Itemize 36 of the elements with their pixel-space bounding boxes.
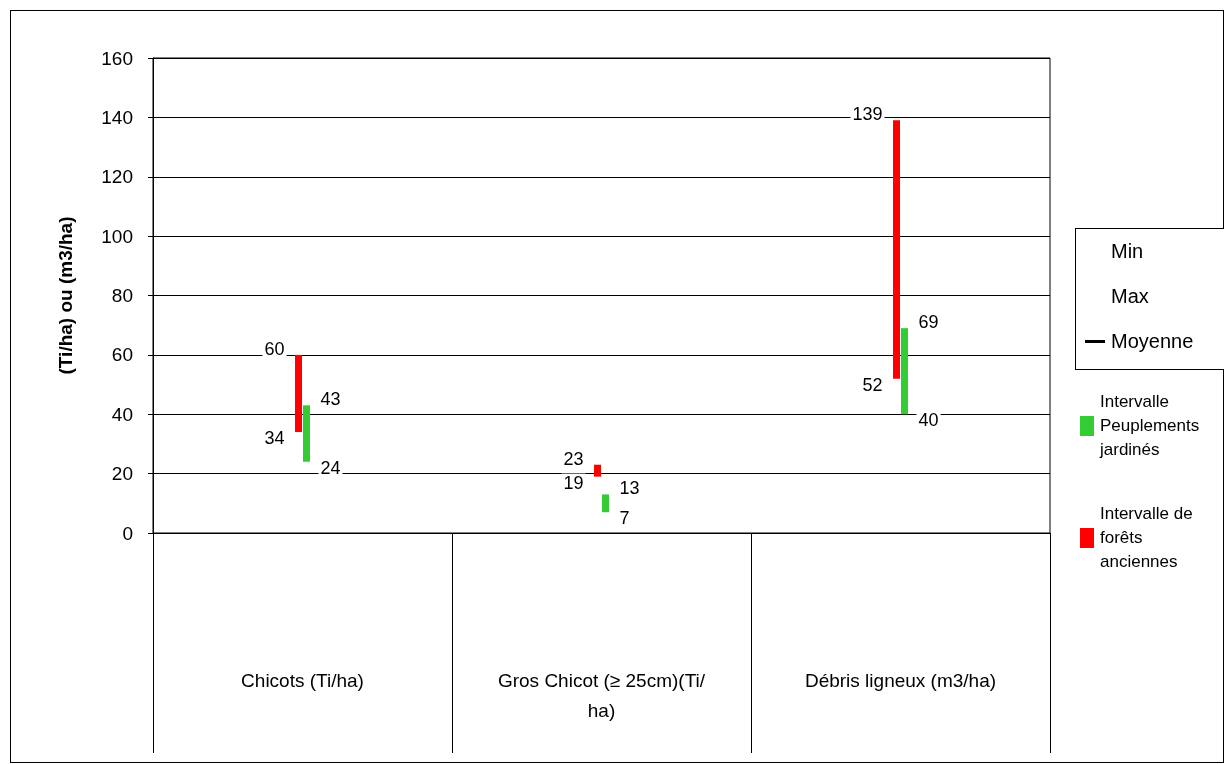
- annotation: 34: [264, 428, 285, 449]
- bar: [303, 405, 310, 462]
- bar: [295, 354, 302, 433]
- annotation: 7: [619, 508, 630, 529]
- annotation: 52: [862, 374, 883, 395]
- legend-label: Intervalle Peuplements jardinés: [1100, 391, 1201, 461]
- y-tick-label: 60: [111, 344, 133, 366]
- y-tick-label: 80: [111, 285, 133, 306]
- y-tick-label: 100: [101, 225, 133, 247]
- annotation: 13: [619, 478, 640, 499]
- bar: [594, 464, 601, 477]
- bar: [602, 494, 609, 513]
- y-tick-label: 160: [101, 47, 133, 69]
- y-axis-title: (Ti/ha) ou (m3/ha): [55, 216, 76, 375]
- bar: [893, 120, 900, 379]
- annotation: 19: [563, 472, 584, 493]
- y-tick-label: 40: [111, 403, 133, 425]
- x-tick-label: Gros Chicot (≥ 25cm)(Ti/ha): [497, 669, 706, 721]
- text: Max: [1111, 284, 1149, 308]
- y-tick-label: 20: [111, 463, 133, 485]
- legend-label: Intervalle de forêts anciennes: [1100, 503, 1194, 573]
- text: Moyenne: [1111, 329, 1194, 353]
- annotation: 24: [320, 457, 341, 478]
- y-tick-label: 120: [101, 166, 133, 188]
- annotation: 60: [264, 338, 285, 359]
- x-tick-label: Débris ligneux (m3/ha): [804, 669, 997, 691]
- annotation: 23: [563, 448, 584, 469]
- annotation: 43: [320, 389, 341, 410]
- bar: [901, 328, 908, 415]
- x-tick-label: Chicots (Ti/ha): [241, 669, 364, 691]
- annotation: 40: [918, 410, 939, 431]
- annotation: 139: [852, 104, 883, 125]
- annotation: 69: [918, 312, 939, 333]
- y-tick-label: 0: [122, 522, 133, 544]
- y-tick-label: 140: [101, 106, 133, 128]
- text: Min: [1111, 239, 1144, 263]
